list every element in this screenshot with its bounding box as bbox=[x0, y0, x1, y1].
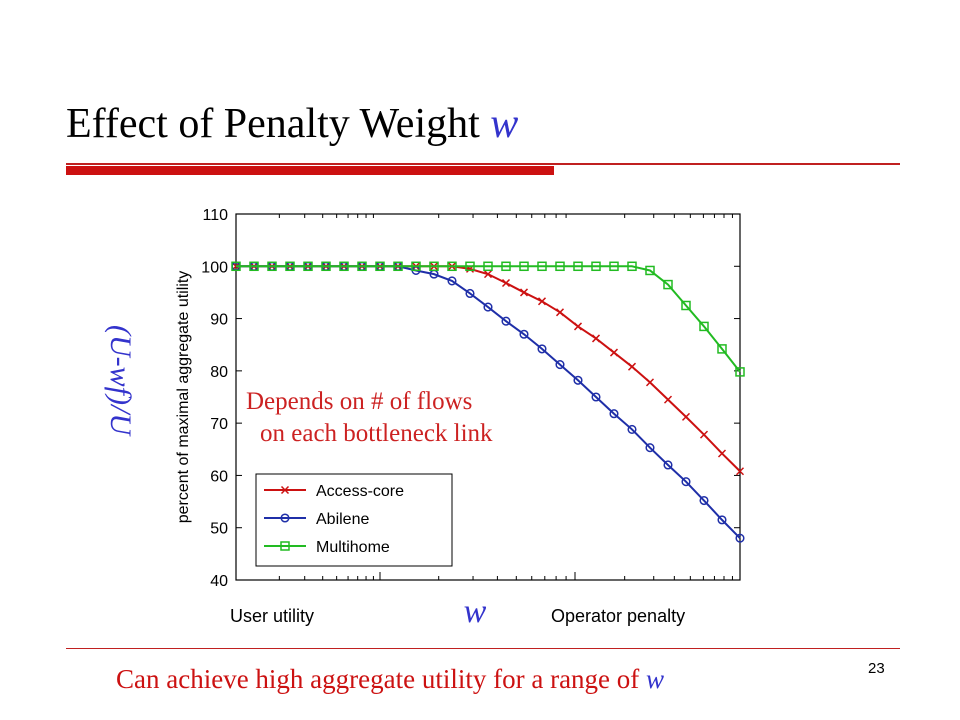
title-rule-thin bbox=[66, 163, 900, 165]
point-access-core bbox=[483, 270, 493, 279]
x-axis-symbol: w bbox=[463, 593, 487, 630]
point-access-core bbox=[573, 322, 583, 331]
point-multihome bbox=[717, 344, 727, 354]
point-multihome bbox=[231, 261, 241, 272]
y-tick-label: 70 bbox=[210, 416, 228, 433]
point-multihome bbox=[411, 261, 421, 272]
point-multihome bbox=[681, 300, 691, 311]
point-abilene bbox=[591, 392, 601, 402]
legend-marker bbox=[280, 541, 290, 551]
point-abilene bbox=[555, 360, 565, 370]
point-multihome bbox=[357, 261, 367, 272]
point-multihome bbox=[663, 279, 673, 290]
y-tick-label: 90 bbox=[210, 312, 228, 329]
point-multihome bbox=[429, 261, 439, 272]
slide-title: Effect of Penalty Weight w bbox=[66, 100, 518, 148]
y-axis-title: percent of maximal aggregate utility bbox=[175, 271, 192, 524]
y-tick-label: 50 bbox=[210, 521, 228, 538]
legend-label: Access-core bbox=[316, 483, 404, 500]
point-access-core bbox=[663, 395, 673, 404]
point-multihome bbox=[321, 261, 331, 272]
point-access-core bbox=[735, 467, 745, 476]
point-access-core bbox=[591, 334, 601, 343]
point-multihome bbox=[483, 261, 493, 272]
y-tick-label: 60 bbox=[210, 468, 228, 485]
point-abilene bbox=[537, 344, 547, 354]
title-rule-thick bbox=[66, 166, 554, 175]
x-right-label: Operator penalty bbox=[551, 606, 686, 626]
point-multihome bbox=[393, 261, 403, 272]
point-multihome bbox=[465, 261, 475, 272]
point-multihome bbox=[573, 261, 583, 272]
point-access-core bbox=[555, 308, 565, 317]
point-multihome bbox=[447, 261, 457, 272]
y-tick-label: 40 bbox=[210, 573, 228, 590]
page-number: 23 bbox=[868, 660, 885, 677]
point-abilene bbox=[447, 276, 457, 286]
legend-label: Multihome bbox=[316, 539, 390, 556]
point-access-core bbox=[681, 412, 691, 421]
point-multihome bbox=[249, 261, 259, 272]
annotation-line-1: Depends on # of flows bbox=[246, 388, 473, 415]
point-abilene bbox=[699, 495, 709, 506]
legend-marker bbox=[280, 513, 290, 523]
point-access-core bbox=[519, 288, 529, 297]
annotation-box: Depends on # of flows on each bottleneck… bbox=[246, 386, 586, 450]
y-tick-label: 110 bbox=[202, 207, 228, 224]
footer-text: Can achieve high aggregate utility for a… bbox=[116, 664, 647, 694]
point-multihome bbox=[699, 321, 709, 332]
y-tick-label: 80 bbox=[210, 364, 228, 381]
point-abilene bbox=[609, 409, 619, 419]
point-multihome bbox=[627, 261, 637, 272]
point-multihome bbox=[303, 261, 313, 272]
point-access-core bbox=[717, 449, 727, 458]
y-axis-formula: (U-wf)/U bbox=[104, 325, 137, 435]
point-access-core bbox=[537, 297, 547, 306]
series-line-multihome bbox=[236, 265, 741, 373]
x-left-label: User utility bbox=[230, 606, 315, 626]
point-abilene bbox=[501, 316, 511, 326]
point-multihome bbox=[267, 261, 277, 272]
point-abilene bbox=[465, 288, 475, 299]
legend-label: Abilene bbox=[316, 511, 369, 528]
point-access-core bbox=[699, 430, 709, 439]
point-multihome bbox=[537, 261, 547, 272]
point-multihome bbox=[285, 261, 295, 272]
point-multihome bbox=[555, 261, 565, 272]
footer-rule bbox=[66, 648, 900, 649]
point-abilene bbox=[483, 302, 493, 312]
point-multihome bbox=[591, 261, 601, 272]
point-abilene bbox=[735, 533, 745, 543]
title-variable: w bbox=[490, 101, 519, 147]
point-access-core bbox=[645, 378, 655, 387]
point-abilene bbox=[573, 375, 583, 385]
point-multihome bbox=[645, 265, 655, 276]
footer-variable: w bbox=[646, 664, 665, 694]
legend-marker bbox=[280, 485, 290, 495]
point-abilene bbox=[627, 424, 637, 434]
point-multihome bbox=[501, 261, 511, 272]
point-multihome bbox=[609, 261, 619, 272]
point-access-core bbox=[501, 278, 511, 288]
y-tick-label: 100 bbox=[201, 259, 228, 276]
point-abilene bbox=[519, 329, 529, 339]
point-access-core bbox=[609, 348, 619, 357]
annotation-line-2: on each bottleneck link bbox=[260, 420, 493, 447]
footer-caption: Can achieve high aggregate utility for a… bbox=[116, 664, 664, 695]
point-abilene bbox=[663, 460, 673, 470]
point-abilene bbox=[681, 477, 691, 487]
point-abilene bbox=[645, 443, 655, 453]
point-multihome bbox=[375, 261, 385, 272]
point-multihome bbox=[735, 367, 745, 377]
point-access-core bbox=[627, 362, 637, 371]
title-text: Effect of Penalty Weight bbox=[66, 101, 491, 147]
point-multihome bbox=[339, 261, 349, 272]
point-multihome bbox=[519, 261, 529, 272]
point-abilene bbox=[717, 515, 727, 525]
